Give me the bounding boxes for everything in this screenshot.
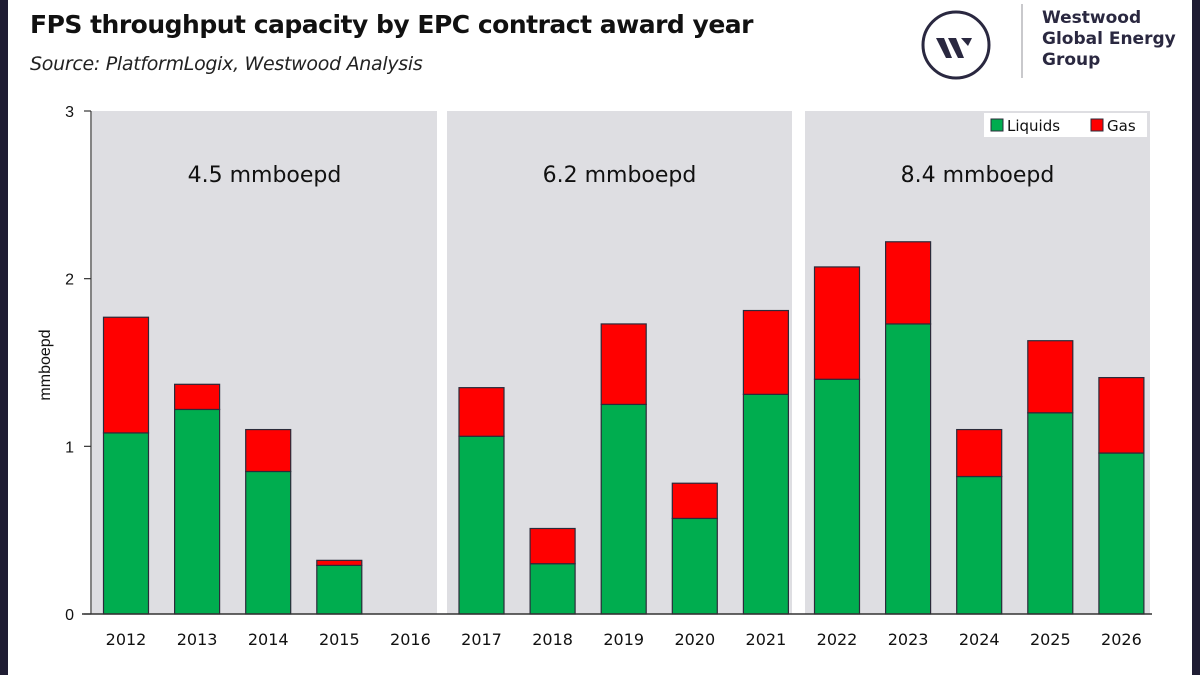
brand-name: Westwood Global Energy Group <box>1042 8 1176 71</box>
bar-gas-2024 <box>956 428 1003 478</box>
x-tick-label: 2024 <box>959 630 1000 649</box>
westwood-w-circle-icon <box>921 10 991 80</box>
chart-title: FPS throughput capacity by EPC contract … <box>30 10 753 39</box>
brand-name-line: Group <box>1042 50 1101 70</box>
x-tick-label: 2025 <box>1030 630 1071 649</box>
bar-gas-2013 <box>174 383 221 411</box>
x-tick-label: 2018 <box>532 630 573 649</box>
x-tick-label: 2012 <box>106 630 147 649</box>
bar-gas-2019 <box>600 323 647 406</box>
x-tick-label: 2022 <box>817 630 858 649</box>
legend-swatch-gas <box>1090 118 1104 132</box>
y-axis-label: mmboepd <box>37 329 54 400</box>
legend-box <box>984 113 1147 137</box>
legend-label-liquids: Liquids <box>1007 117 1060 135</box>
period-total-label: 4.5 mmboepd <box>188 163 342 188</box>
period-total-label: 8.4 mmboepd <box>901 163 1055 188</box>
bar-gas-2022 <box>813 266 861 380</box>
brand-name-line: Westwood <box>1042 8 1142 28</box>
bar-liquids-2023 <box>884 323 932 615</box>
bar-liquids-2018 <box>529 563 576 615</box>
bar-liquids-2017 <box>458 435 505 615</box>
legend-swatch-liquids <box>990 118 1004 132</box>
x-tick-label: 2021 <box>746 630 787 649</box>
x-tick-label: 2026 <box>1101 630 1142 649</box>
bar-liquids-2019 <box>600 403 647 615</box>
bar-gas-2026 <box>1098 376 1145 454</box>
bar-liquids-2013 <box>174 408 221 615</box>
y-tick-label: 3 <box>65 104 74 121</box>
bar-gas-2018 <box>529 527 576 565</box>
chart-source: Source: PlatformLogix, Westwood Analysis <box>30 53 423 75</box>
bar-gas-2020 <box>671 482 718 520</box>
x-tick-label: 2019 <box>603 630 644 649</box>
brand-name-line: Global Energy <box>1042 29 1176 49</box>
bar-liquids-2022 <box>813 378 861 615</box>
x-tick-label: 2023 <box>888 630 929 649</box>
bar-liquids-2024 <box>956 475 1003 615</box>
bar-gas-2023 <box>884 241 932 325</box>
x-tick-label: 2016 <box>390 630 431 649</box>
bar-gas-2025 <box>1027 340 1074 414</box>
bar-liquids-2020 <box>671 517 718 615</box>
y-tick-label: 0 <box>65 607 74 624</box>
bar-liquids-2026 <box>1098 452 1145 615</box>
bar-liquids-2015 <box>316 564 363 615</box>
bar-gas-2015 <box>316 559 363 566</box>
bar-gas-2021 <box>742 309 790 395</box>
bar-gas-2014 <box>245 428 292 473</box>
logo-divider <box>1021 4 1023 78</box>
y-tick-label: 2 <box>65 272 74 289</box>
x-tick-label: 2020 <box>674 630 715 649</box>
x-tick-label: 2014 <box>248 630 289 649</box>
bar-liquids-2014 <box>245 470 292 615</box>
bar-liquids-2021 <box>742 393 790 615</box>
y-tick-label: 1 <box>65 439 74 456</box>
legend: Liquids Gas <box>984 113 1147 137</box>
bar-liquids-2025 <box>1027 412 1074 615</box>
legend-label-gas: Gas <box>1107 117 1136 135</box>
x-tick-label: 2017 <box>461 630 502 649</box>
period-total-label: 6.2 mmboepd <box>543 163 697 188</box>
bar-gas-2012 <box>102 316 150 434</box>
x-tick-label: 2013 <box>177 630 218 649</box>
x-tick-label: 2015 <box>319 630 360 649</box>
bar-gas-2017 <box>458 387 505 437</box>
bar-liquids-2012 <box>102 432 150 615</box>
